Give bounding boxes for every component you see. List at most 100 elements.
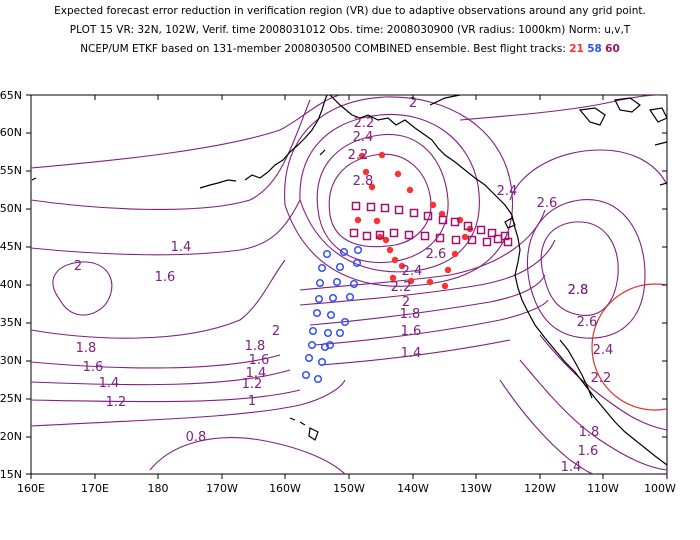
track-60-dropsonde <box>366 202 376 212</box>
hawaii-big-island <box>308 427 319 441</box>
track-58-dropsonde <box>308 326 318 336</box>
track-58 <box>301 245 363 384</box>
contour-label: 2.2 <box>391 280 412 295</box>
track-60-dropsonde <box>404 230 414 240</box>
map-frame <box>30 94 668 475</box>
track-60-dropsonde <box>476 225 486 235</box>
contour-label: 2.6 <box>426 247 447 262</box>
lon-tick-label: 180 <box>148 482 169 495</box>
track-60-dropsonde <box>423 211 433 221</box>
lat-tick-label: 50N <box>0 202 22 215</box>
track-58-dropsonde <box>317 357 327 367</box>
track-21-dropsonde <box>438 210 446 218</box>
lat-tick-label: 25N <box>0 392 22 405</box>
track-58-dropsonde <box>352 258 362 268</box>
track-21-dropsonde <box>429 201 437 209</box>
hawaii-1 <box>289 417 296 421</box>
lat-tick-label: 15N <box>0 468 22 481</box>
track-60-dropsonde <box>362 231 372 241</box>
alaska-panhandle <box>319 149 326 156</box>
hudson-bay-coast <box>654 141 667 146</box>
track-21-dropsonde <box>407 277 415 285</box>
track-60-dropsonde <box>380 203 390 213</box>
track-60-dropsonde <box>435 233 445 243</box>
track-21-dropsonde <box>444 266 452 274</box>
arctic-island-3 <box>648 107 667 123</box>
track-21-dropsonde <box>391 256 399 264</box>
track-60-dropsonde <box>375 230 385 240</box>
contour-label: 1.2 <box>242 377 263 392</box>
track-21-dropsonde <box>373 217 381 225</box>
contour-label: 1.6 <box>83 360 104 375</box>
header-line-2: PLOT 15 VR: 32N, 102W, Verif. time 20080… <box>69 24 631 36</box>
lon-tick-label: 140W <box>397 482 429 495</box>
contour-label: 2.4 <box>353 130 374 145</box>
track-60-dropsonde <box>351 201 361 211</box>
header-line-3: NCEP/UM ETKF based on 131-member 2008030… <box>0 40 700 59</box>
lat-tick-label: 40N <box>0 278 22 291</box>
contour-labels: 2 2.2 2.4 2.2 2.8 2.4 2.6 2.8 1.4 1.6 2 … <box>74 96 613 474</box>
track-58-dropsonde <box>313 374 323 384</box>
track-60-dropsonde <box>451 235 461 245</box>
track-21-label: 21 <box>569 43 584 55</box>
track-58-dropsonde <box>335 262 345 272</box>
lon-tick-label: 160E <box>17 482 45 495</box>
baja-california <box>559 339 593 399</box>
lon-tick-label: 150W <box>333 482 365 495</box>
track-60-dropsonde <box>438 215 448 225</box>
track-21-dropsonde <box>426 278 434 286</box>
lat-tick-label: 65N <box>0 89 22 102</box>
track-21-dropsonde <box>358 152 366 160</box>
track-21-dropsonde <box>389 274 397 282</box>
contour-label: 1.4 <box>99 376 120 391</box>
verification-region-circle <box>591 283 667 411</box>
contour-label: 2.6 <box>577 315 598 330</box>
contour-label: 2 <box>402 295 410 310</box>
contour-label: 1.8 <box>76 341 97 356</box>
lon-tick-label: 110W <box>587 482 619 495</box>
contour-label: 2.8 <box>568 283 589 298</box>
contour-label: 1.4 <box>401 346 422 361</box>
track-58-dropsonde <box>312 308 322 318</box>
contour-label: 0.8 <box>186 430 207 445</box>
contour-label: 2 <box>272 324 280 339</box>
lat-tick-label: 35N <box>0 316 22 329</box>
contour-label: 1.8 <box>579 425 600 440</box>
track-21-dropsonde <box>378 151 386 159</box>
track-58-dropsonde <box>315 278 325 288</box>
great-lakes-edge <box>659 182 667 186</box>
contour-label: 1.6 <box>249 353 270 368</box>
aleutian-islands <box>199 179 237 189</box>
lat-tick-label: 30N <box>0 354 22 367</box>
track-60-dropsonde <box>463 221 473 231</box>
track-21-dropsonde <box>382 236 390 244</box>
track-60-dropsonde <box>493 234 503 244</box>
north-america-west-coast <box>329 95 667 466</box>
hawaii-2 <box>299 421 306 426</box>
track-60-dropsonde <box>482 237 492 247</box>
track-60-dropsonde <box>487 228 497 238</box>
track-21-dropsonde <box>354 216 362 224</box>
track-60-dropsonde <box>409 208 419 218</box>
track-58-dropsonde <box>325 340 335 350</box>
track-58-dropsonde <box>322 249 332 259</box>
vancouver-island <box>504 217 516 229</box>
contour-label: 2 <box>74 259 82 274</box>
contour-label: 2.2 <box>591 371 612 386</box>
contour-label: 2.4 <box>402 264 423 279</box>
contour-label: 1.4 <box>246 366 267 381</box>
track-60-dropsonde <box>389 228 399 238</box>
plot-header: Expected forecast error reduction in ver… <box>0 2 700 59</box>
track-60-dropsonde <box>394 205 404 215</box>
track-58-dropsonde <box>345 292 355 302</box>
track-58-dropsonde <box>304 353 314 363</box>
lon-tick-label: 160W <box>269 482 301 495</box>
contour-label: 2 <box>409 96 417 111</box>
header-line-1: Expected forecast error reduction in ver… <box>54 5 646 17</box>
track-58-dropsonde <box>317 263 327 273</box>
kamchatka-edge <box>31 177 37 181</box>
track-58-dropsonde <box>301 370 311 380</box>
track-58-dropsonde <box>320 342 330 352</box>
track-21-dropsonde <box>451 250 459 258</box>
